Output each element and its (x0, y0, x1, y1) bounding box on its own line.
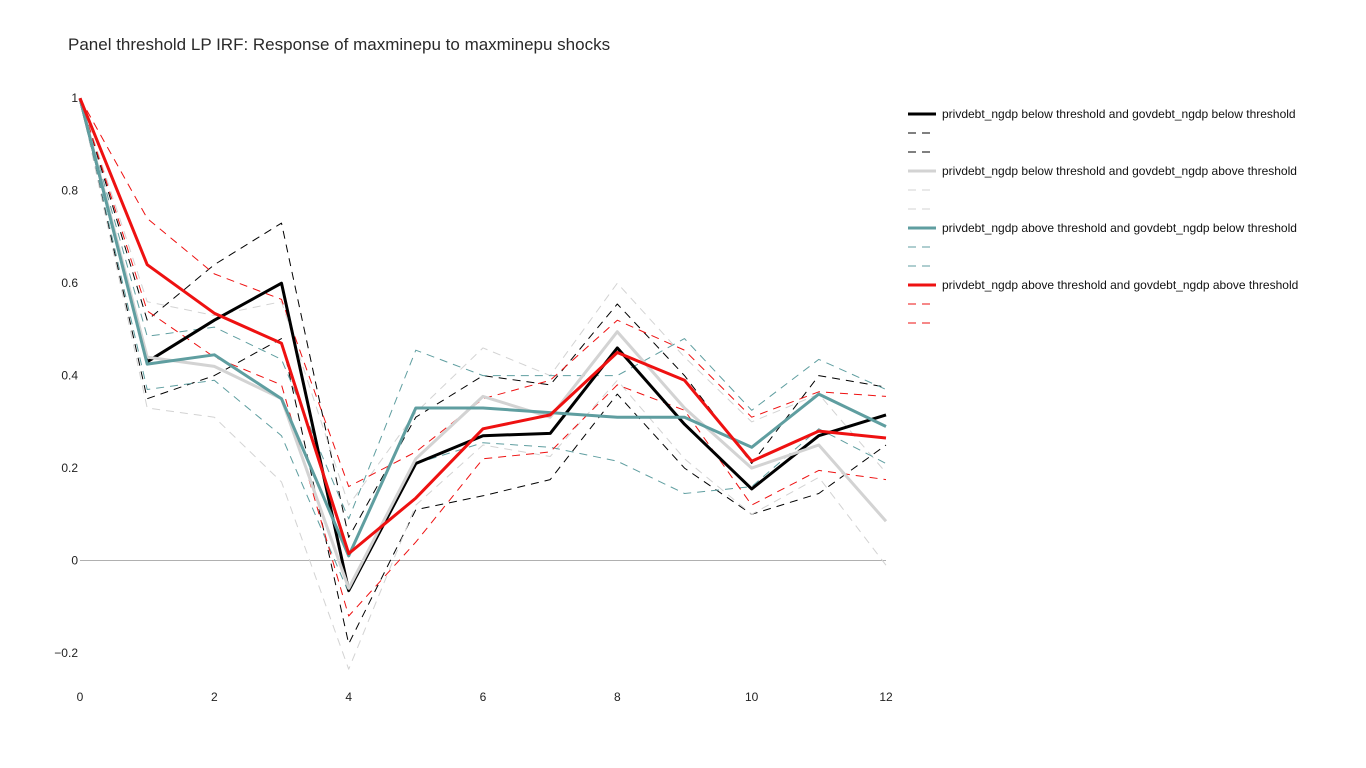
confidence-band-line-7 (79, 98, 887, 520)
confidence-band-line-4 (79, 98, 887, 506)
y-tick-label: 0.4 (61, 369, 78, 383)
x-tick-label: 10 (745, 690, 759, 704)
chart-title: Panel threshold LP IRF: Response of maxm… (68, 35, 610, 54)
series-line-3 (78, 97, 888, 590)
x-tick-label: 6 (480, 690, 487, 704)
confidence-band-line-8 (79, 98, 887, 594)
x-tick-label: 8 (614, 690, 621, 704)
x-tick-label: 4 (345, 690, 352, 704)
y-axis-ticks: −0.2 0 0.2 0.4 0.6 0.8 1 (54, 91, 78, 660)
legend-label: privdebt_ngdp below threshold and govdeb… (942, 107, 1296, 121)
x-axis-ticks: 0 2 4 6 8 10 12 (77, 690, 893, 704)
y-tick-label: 0.2 (61, 461, 78, 475)
series-line-0 (78, 97, 887, 593)
legend-item-0[interactable]: privdebt_ngdp below threshold and govdeb… (908, 107, 1296, 121)
x-tick-label: 2 (211, 690, 218, 704)
legend-item-9[interactable]: privdebt_ngdp above threshold and govdeb… (908, 278, 1298, 292)
y-tick-label: 1 (71, 91, 78, 105)
series-line-6 (78, 97, 887, 558)
confidence-band-line-2 (79, 98, 887, 645)
y-tick-label: 0.6 (61, 276, 78, 290)
confidence-band-line-1 (79, 98, 887, 538)
y-tick-label: 0.8 (61, 184, 78, 198)
confidence-band-line-5 (79, 98, 887, 670)
y-tick-label: −0.2 (54, 646, 78, 660)
confidence-band-line-10 (79, 97, 887, 488)
legend-label: privdebt_ngdp above threshold and govdeb… (942, 278, 1298, 292)
legend-item-6[interactable]: privdebt_ngdp above threshold and govdeb… (908, 221, 1297, 235)
legend[interactable]: privdebt_ngdp below threshold and govdeb… (908, 107, 1298, 324)
y-tick-label: 0 (71, 554, 78, 568)
x-tick-label: 0 (77, 690, 84, 704)
legend-label: privdebt_ngdp above threshold and govdeb… (942, 221, 1297, 235)
legend-item-3[interactable]: privdebt_ngdp below threshold and govdeb… (908, 164, 1297, 178)
x-tick-label: 12 (879, 690, 893, 704)
series-layer (78, 97, 888, 670)
series-line-9 (78, 97, 887, 556)
legend-label: privdebt_ngdp below threshold and govdeb… (942, 164, 1297, 178)
